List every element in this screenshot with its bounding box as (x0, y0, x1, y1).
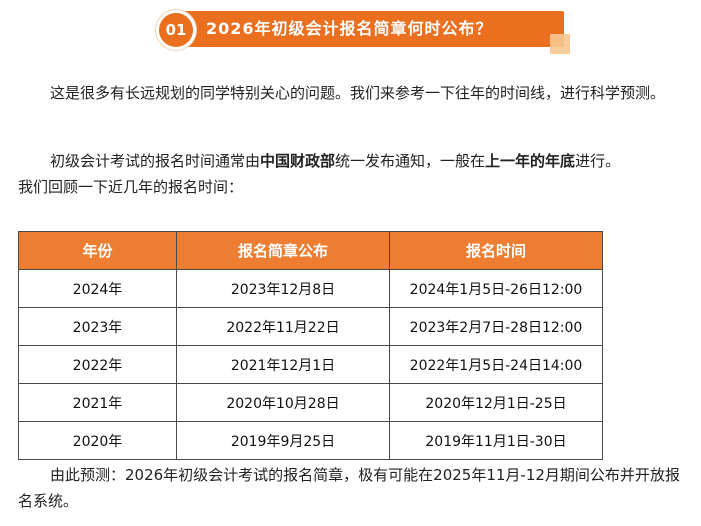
ministry-highlight: 中国财政部 (260, 152, 336, 170)
paragraph-text: 统一发布通知，一般在 (335, 152, 486, 170)
section-title: 2026年初级会计报名简章何时公布？ (206, 19, 493, 38)
announcement-cell: 2020年10月28日 (176, 383, 390, 422)
registration-history-table: 年份 报名简章公布 报名时间 2024年 2023年12月8日 2024年1月5… (18, 231, 603, 460)
intro-paragraph: 这是很多有长远规划的同学特别关心的问题。我们来参考一下往年的时间线，进行科学预测… (50, 84, 666, 102)
table-row: 2021年 2020年10月28日 2020年12月1日-25日 (18, 383, 603, 422)
table-row: 2022年 2021年12月1日 2022年1月5日-24日14:00 (18, 345, 603, 384)
section-header: 01 2026年初级会计报名简章何时公布？ (156, 10, 576, 56)
year-cell: 2020年 (18, 421, 177, 460)
review-text: 我们回顾一下近几年的报名时间： (18, 178, 244, 196)
table-row: 2024年 2023年12月8日 2024年1月5日-26日12:00 (18, 269, 603, 308)
registration-time-cell: 2020年12月1日-25日 (389, 383, 603, 422)
year-cell: 2024年 (18, 269, 177, 308)
header-decoration (550, 34, 570, 54)
timing-highlight: 上一年的年底 (485, 152, 576, 170)
column-header-year: 年份 (18, 231, 177, 270)
paragraph-text: 进行。 (575, 152, 621, 170)
registration-time-cell: 2023年2月7日-28日12:00 (389, 307, 603, 346)
table-row: 2023年 2022年11月22日 2023年2月7日-28日12:00 (18, 307, 603, 346)
announcement-cell: 2022年11月22日 (176, 307, 390, 346)
column-header-announcement: 报名简章公布 (176, 231, 390, 270)
year-cell: 2022年 (18, 345, 177, 384)
column-header-registration-time: 报名时间 (389, 231, 603, 270)
year-cell: 2021年 (18, 383, 177, 422)
header-bar (176, 11, 564, 47)
prediction-paragraph: 由此预测：2026年初级会计考试的报名简章，极有可能在2025年11月-12月期… (18, 466, 680, 510)
registration-time-cell: 2022年1月5日-24日14:00 (389, 345, 603, 384)
paragraph-text: 初级会计考试的报名时间通常由 (50, 152, 261, 170)
announcement-cell: 2021年12月1日 (176, 345, 390, 384)
year-cell: 2023年 (18, 307, 177, 346)
registration-time-cell: 2019年11月1日-30日 (389, 421, 603, 460)
announcement-cell: 2023年12月8日 (176, 269, 390, 308)
registration-paragraph: 初级会计考试的报名时间通常由中国财政部统一发布通知，一般在上一年的年底进行。 我… (18, 148, 686, 200)
table-header-row: 年份 报名简章公布 报名时间 (18, 231, 603, 270)
table-row: 2020年 2019年9月25日 2019年11月1日-30日 (18, 421, 603, 460)
registration-time-cell: 2024年1月5日-26日12:00 (389, 269, 603, 308)
announcement-cell: 2019年9月25日 (176, 421, 390, 460)
section-number-badge: 01 (156, 10, 196, 50)
